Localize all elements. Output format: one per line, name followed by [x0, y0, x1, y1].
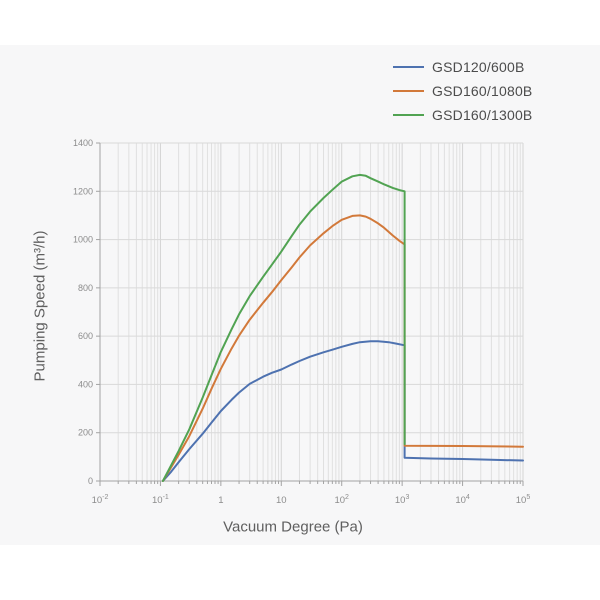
series-line-gsd160-1080b	[161, 214, 524, 482]
x-tick-label: 10	[276, 495, 287, 506]
x-tick-label: 105	[516, 494, 531, 506]
legend-item: GSD160/1080B	[393, 81, 532, 100]
x-tick-label: 1	[218, 495, 223, 506]
x-tick-label: 103	[395, 494, 410, 506]
legend-item: GSD120/600B	[393, 57, 532, 76]
legend-label: GSD160/1080B	[432, 82, 533, 99]
x-axis-title: Vacuum Degree (Pa)	[223, 518, 363, 536]
tick-labels: 10-2 10-1 1 10 102 103 104 105 0 200 400 600 800 1000…	[73, 138, 530, 506]
y-axis-title: Pumping Speed (m³/h)	[31, 230, 49, 382]
y-tick-label: 200	[78, 428, 93, 438]
x-tick-label: 104	[455, 494, 470, 506]
legend-line-swatch	[393, 65, 424, 68]
y-tick-label: 1400	[73, 138, 93, 148]
x-tick-label: 10-2	[92, 494, 109, 506]
legend-line-swatch	[393, 113, 424, 116]
y-tick-label: 1000	[73, 235, 93, 245]
x-tick-label: 102	[334, 494, 349, 506]
legend: GSD120/600B GSD160/1080B GSD160/1300B	[393, 57, 532, 124]
axes	[96, 142, 524, 486]
y-tick-label: 600	[78, 331, 93, 341]
y-tick-label: 0	[88, 476, 93, 486]
y-tick-label: 1200	[73, 186, 93, 196]
legend-line-swatch	[393, 89, 424, 92]
gridlines	[99, 142, 524, 481]
series-line-gsd160-1300b	[161, 173, 406, 482]
x-tick-label: 10-1	[152, 494, 169, 506]
legend-label: GSD120/600B	[432, 58, 525, 75]
y-tick-label: 400	[78, 379, 93, 389]
y-tick-label: 800	[78, 283, 93, 293]
legend-label: GSD160/1300B	[432, 106, 533, 123]
legend-item: GSD160/1300B	[393, 105, 532, 124]
